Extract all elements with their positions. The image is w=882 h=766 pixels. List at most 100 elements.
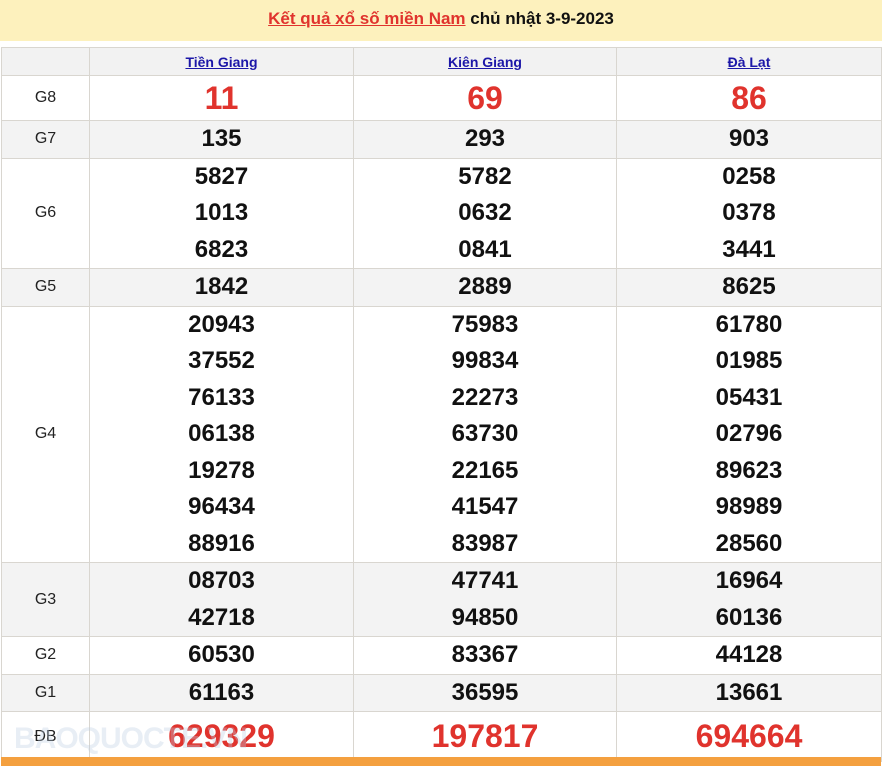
prize-number: 2889	[458, 273, 512, 300]
prize-cell: 5782 0632 0841	[353, 157, 617, 269]
prize-number: 293	[464, 125, 506, 152]
province-header: Tiền Giang	[89, 47, 354, 76]
results-table: Tiền Giang Kiên Giang Đà Lạt G8 11 69 86 G7 1…	[1, 47, 882, 762]
corner-cell	[1, 47, 90, 76]
prize-cell: 08703 42718	[89, 562, 354, 637]
prize-number: 01985	[715, 347, 783, 374]
prize-number: 0632	[458, 199, 512, 226]
prize-number: 96434	[188, 493, 255, 520]
prize-number: 61780	[715, 310, 783, 338]
prize-number: 47741	[451, 567, 519, 594]
results-link[interactable]: Kết quả xổ số miền Nam	[268, 9, 466, 28]
province-link-tien-giang[interactable]: Tiền Giang	[185, 53, 258, 70]
prize-number: 3441	[722, 235, 776, 263]
prize-number: 11	[204, 80, 239, 116]
prize-cell: 903	[616, 120, 882, 159]
prize-cell: 16964 60136	[616, 562, 882, 637]
prize-label: G2	[1, 636, 90, 675]
prize-number: 99834	[451, 347, 519, 374]
prize-row-g1: G1 61163 36595 13661	[1, 673, 882, 712]
prize-number: 36595	[451, 678, 519, 706]
prize-number: 0841	[458, 235, 512, 263]
prize-number: 94850	[451, 603, 519, 631]
prize-number: 16964	[715, 567, 783, 594]
prize-cell: 61780 01985 05431 02796 89623 98989 28560	[616, 305, 882, 563]
prize-cell: 60530	[89, 636, 354, 675]
prize-number: 83367	[451, 641, 519, 668]
prize-cell: 2889	[353, 268, 617, 307]
prize-cell: 694664	[616, 711, 882, 762]
prize-cell: 197817	[353, 711, 617, 762]
prize-number: 903	[728, 125, 770, 152]
prize-number: 694664	[695, 718, 803, 754]
prize-number: 197817	[431, 718, 539, 754]
prize-number: 63730	[451, 420, 519, 447]
province-link-da-lat[interactable]: Đà Lạt	[727, 53, 771, 70]
prize-number: 22273	[451, 383, 519, 411]
prize-label: G8	[1, 75, 90, 121]
prize-cell: 61163	[89, 673, 354, 712]
province-header: Đà Lạt	[616, 47, 882, 76]
prize-number: 1842	[194, 273, 249, 300]
prize-number: 0378	[722, 199, 776, 226]
prize-row-g5: G5 1842 2889 8625	[1, 268, 882, 307]
prize-number: 98989	[715, 493, 783, 520]
prize-cell: 11	[89, 75, 354, 121]
prize-row-g7: G7 135 293 903	[1, 120, 882, 159]
footer-bar	[1, 757, 881, 766]
prize-label: G3	[1, 562, 90, 637]
prize-number: 08703	[188, 567, 255, 594]
prize-cell: 44128	[616, 636, 882, 675]
province-header: Kiên Giang	[353, 47, 617, 76]
prize-number: 41547	[451, 493, 519, 520]
prize-number: 44128	[715, 641, 783, 668]
prize-number: 629329	[168, 718, 275, 754]
prize-number: 06138	[188, 420, 255, 447]
prize-label: G5	[1, 268, 90, 307]
prize-cell: 75983 99834 22273 63730 22165 41547 83987	[353, 305, 617, 563]
prize-cell: 8625	[616, 268, 882, 307]
prize-number: 60530	[188, 641, 255, 668]
prize-cell: 13661	[616, 673, 882, 712]
prize-number: 05431	[715, 383, 783, 411]
page-title: Kết quả xổ số miền Nam chủ nhật 3-9-2023	[0, 0, 882, 41]
title-date: chủ nhật 3-9-2023	[465, 9, 614, 28]
prize-number: 5827	[194, 162, 249, 190]
prize-label: G1	[1, 673, 90, 712]
prize-cell: 293	[353, 120, 617, 159]
prize-number: 76133	[188, 383, 255, 411]
prize-number: 6823	[194, 235, 249, 263]
prize-number: 135	[201, 125, 242, 152]
prize-number: 19278	[188, 456, 255, 484]
prize-row-g6: G6 5827 1013 6823 5782 0632 0841 0258 0378 3441	[1, 157, 882, 269]
prize-cell: 20943 37552 76133 06138 19278 96434 88916	[89, 305, 354, 563]
prize-number: 1013	[194, 199, 249, 226]
prize-cell: 5827 1013 6823	[89, 157, 354, 269]
prize-cell: 47741 94850	[353, 562, 617, 637]
prize-cell: 0258 0378 3441	[616, 157, 882, 269]
prize-row-g3: G3 08703 42718 47741 94850 16964 60136	[1, 562, 882, 637]
prize-number: 37552	[188, 347, 255, 374]
prize-number: 88916	[188, 529, 255, 557]
prize-cell: 629329	[89, 711, 354, 762]
prize-number: 0258	[722, 162, 776, 190]
prize-number: 83987	[451, 529, 519, 557]
prize-label: G4	[1, 305, 90, 563]
prize-number: 22165	[451, 456, 519, 484]
province-link-kien-giang[interactable]: Kiên Giang	[448, 53, 522, 70]
prize-cell: 135	[89, 120, 354, 159]
prize-cell: 69	[353, 75, 617, 121]
prize-label: ĐB	[1, 711, 90, 762]
prize-number: 20943	[188, 310, 255, 338]
prize-number: 28560	[715, 529, 783, 557]
prize-number: 42718	[188, 603, 255, 631]
prize-row-g2: G2 60530 83367 44128	[1, 636, 882, 675]
prize-number: 75983	[451, 310, 519, 338]
prize-cell: 83367	[353, 636, 617, 675]
prize-label: G6	[1, 157, 90, 269]
prize-number: 02796	[715, 420, 783, 447]
prize-number: 61163	[188, 678, 255, 706]
prize-cell: 86	[616, 75, 882, 121]
prize-number: 5782	[458, 162, 512, 190]
prize-number: 13661	[715, 678, 783, 706]
